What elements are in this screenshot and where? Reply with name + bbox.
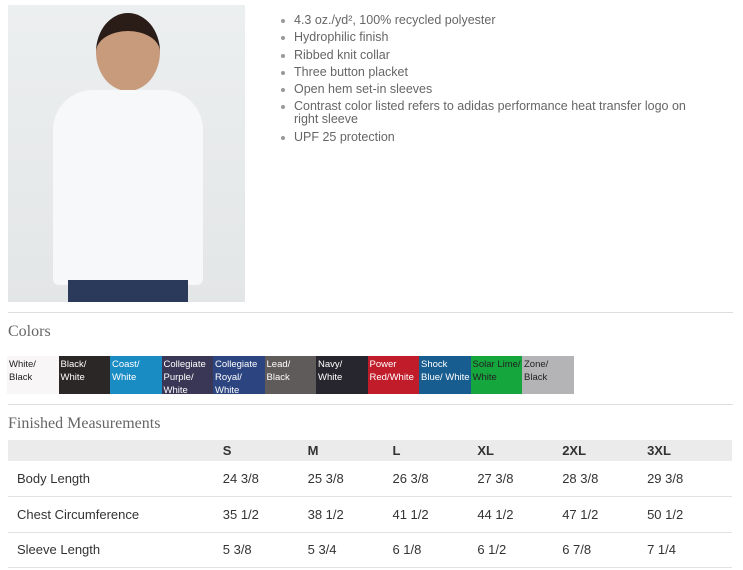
model-pants — [68, 280, 188, 302]
color-swatch[interactable]: Power Red/White — [367, 356, 419, 394]
color-swatches: White/ Black Black/ White Coast/ White Coll… — [7, 356, 574, 396]
measurement-value: 29 3/8 — [647, 461, 732, 497]
table-row: Body Length 24 3/8 25 3/8 26 3/8 27 3/8 28 3/… — [8, 461, 732, 497]
header-blank — [8, 440, 223, 461]
feature-item: Hydrophilic finish — [280, 31, 700, 44]
measurement-value: 5 3/4 — [307, 532, 393, 568]
color-swatch[interactable]: Coast/ White — [110, 356, 162, 394]
measurements-table: S M L XL 2XL 3XL Body Length 24 3/8 25 3/8 26 3/… — [8, 440, 732, 568]
divider — [8, 312, 733, 313]
row-label: Sleeve Length — [8, 532, 223, 568]
table-row: Chest Circumference 35 1/2 38 1/2 41 1/2 44 … — [8, 496, 732, 533]
feature-list: 4.3 oz./yd², 100% recycled polyester Hydr… — [280, 14, 700, 148]
size-header: S — [222, 440, 308, 461]
model-head — [96, 13, 160, 91]
measurement-value: 6 1/2 — [477, 532, 563, 568]
polo-shirt — [53, 90, 203, 285]
product-photo — [8, 5, 245, 302]
measurement-value: 38 1/2 — [307, 496, 393, 533]
feature-item: 4.3 oz./yd², 100% recycled polyester — [280, 14, 700, 27]
feature-item: Ribbed knit collar — [280, 48, 700, 62]
measurement-value: 27 3/8 — [477, 461, 563, 497]
measurement-value: 35 1/2 — [222, 496, 308, 533]
measurement-value: 26 3/8 — [392, 461, 478, 497]
feature-item: Contrast color listed refers to adidas p… — [280, 100, 700, 126]
measurement-value: 28 3/8 — [562, 461, 648, 497]
color-swatch[interactable]: Shock Blue/ White — [419, 356, 471, 394]
measurements-heading: Finished Measurements — [8, 415, 161, 432]
measurement-value: 5 3/8 — [222, 532, 308, 568]
measurement-value: 50 1/2 — [647, 496, 732, 533]
table-header-row: S M L XL 2XL 3XL — [8, 440, 732, 461]
measurement-value: 6 7/8 — [562, 532, 648, 568]
color-swatch[interactable]: White/ Black — [7, 356, 59, 394]
measurement-value: 24 3/8 — [222, 461, 308, 497]
row-label: Chest Circumference — [8, 496, 223, 533]
color-swatch[interactable]: Collegiate Purple/ White — [161, 356, 213, 396]
table-row: Sleeve Length 5 3/8 5 3/4 6 1/8 6 1/2 6 7/8 7 … — [8, 532, 732, 568]
feature-item: UPF 25 protection — [280, 130, 700, 144]
measurement-value: 41 1/2 — [392, 496, 478, 533]
measurement-value: 6 1/8 — [392, 532, 478, 568]
size-header: L — [392, 440, 478, 461]
feature-item: Open hem set-in sleeves — [280, 83, 700, 96]
divider — [8, 404, 733, 405]
color-swatch[interactable]: Lead/ Black — [264, 356, 316, 394]
size-header: M — [307, 440, 393, 461]
measurement-value: 25 3/8 — [307, 461, 393, 497]
row-label: Body Length — [8, 461, 223, 497]
color-swatch[interactable]: Collegiate Royal/ White — [213, 356, 265, 396]
feature-item: Three button placket — [280, 65, 700, 79]
measurement-value: 44 1/2 — [477, 496, 563, 533]
colors-heading: Colors — [8, 323, 51, 340]
measurement-value: 7 1/4 — [647, 532, 732, 568]
color-swatch[interactable]: Navy/ White — [316, 356, 368, 394]
size-header: XL — [477, 440, 563, 461]
color-swatch[interactable]: Zone/ Black — [522, 356, 574, 394]
color-swatch[interactable]: Black/ White — [58, 356, 110, 394]
color-swatch[interactable]: Solar Lime/ White — [470, 356, 522, 394]
measurement-value: 47 1/2 — [562, 496, 648, 533]
size-header: 3XL — [647, 440, 732, 461]
size-header: 2XL — [562, 440, 648, 461]
